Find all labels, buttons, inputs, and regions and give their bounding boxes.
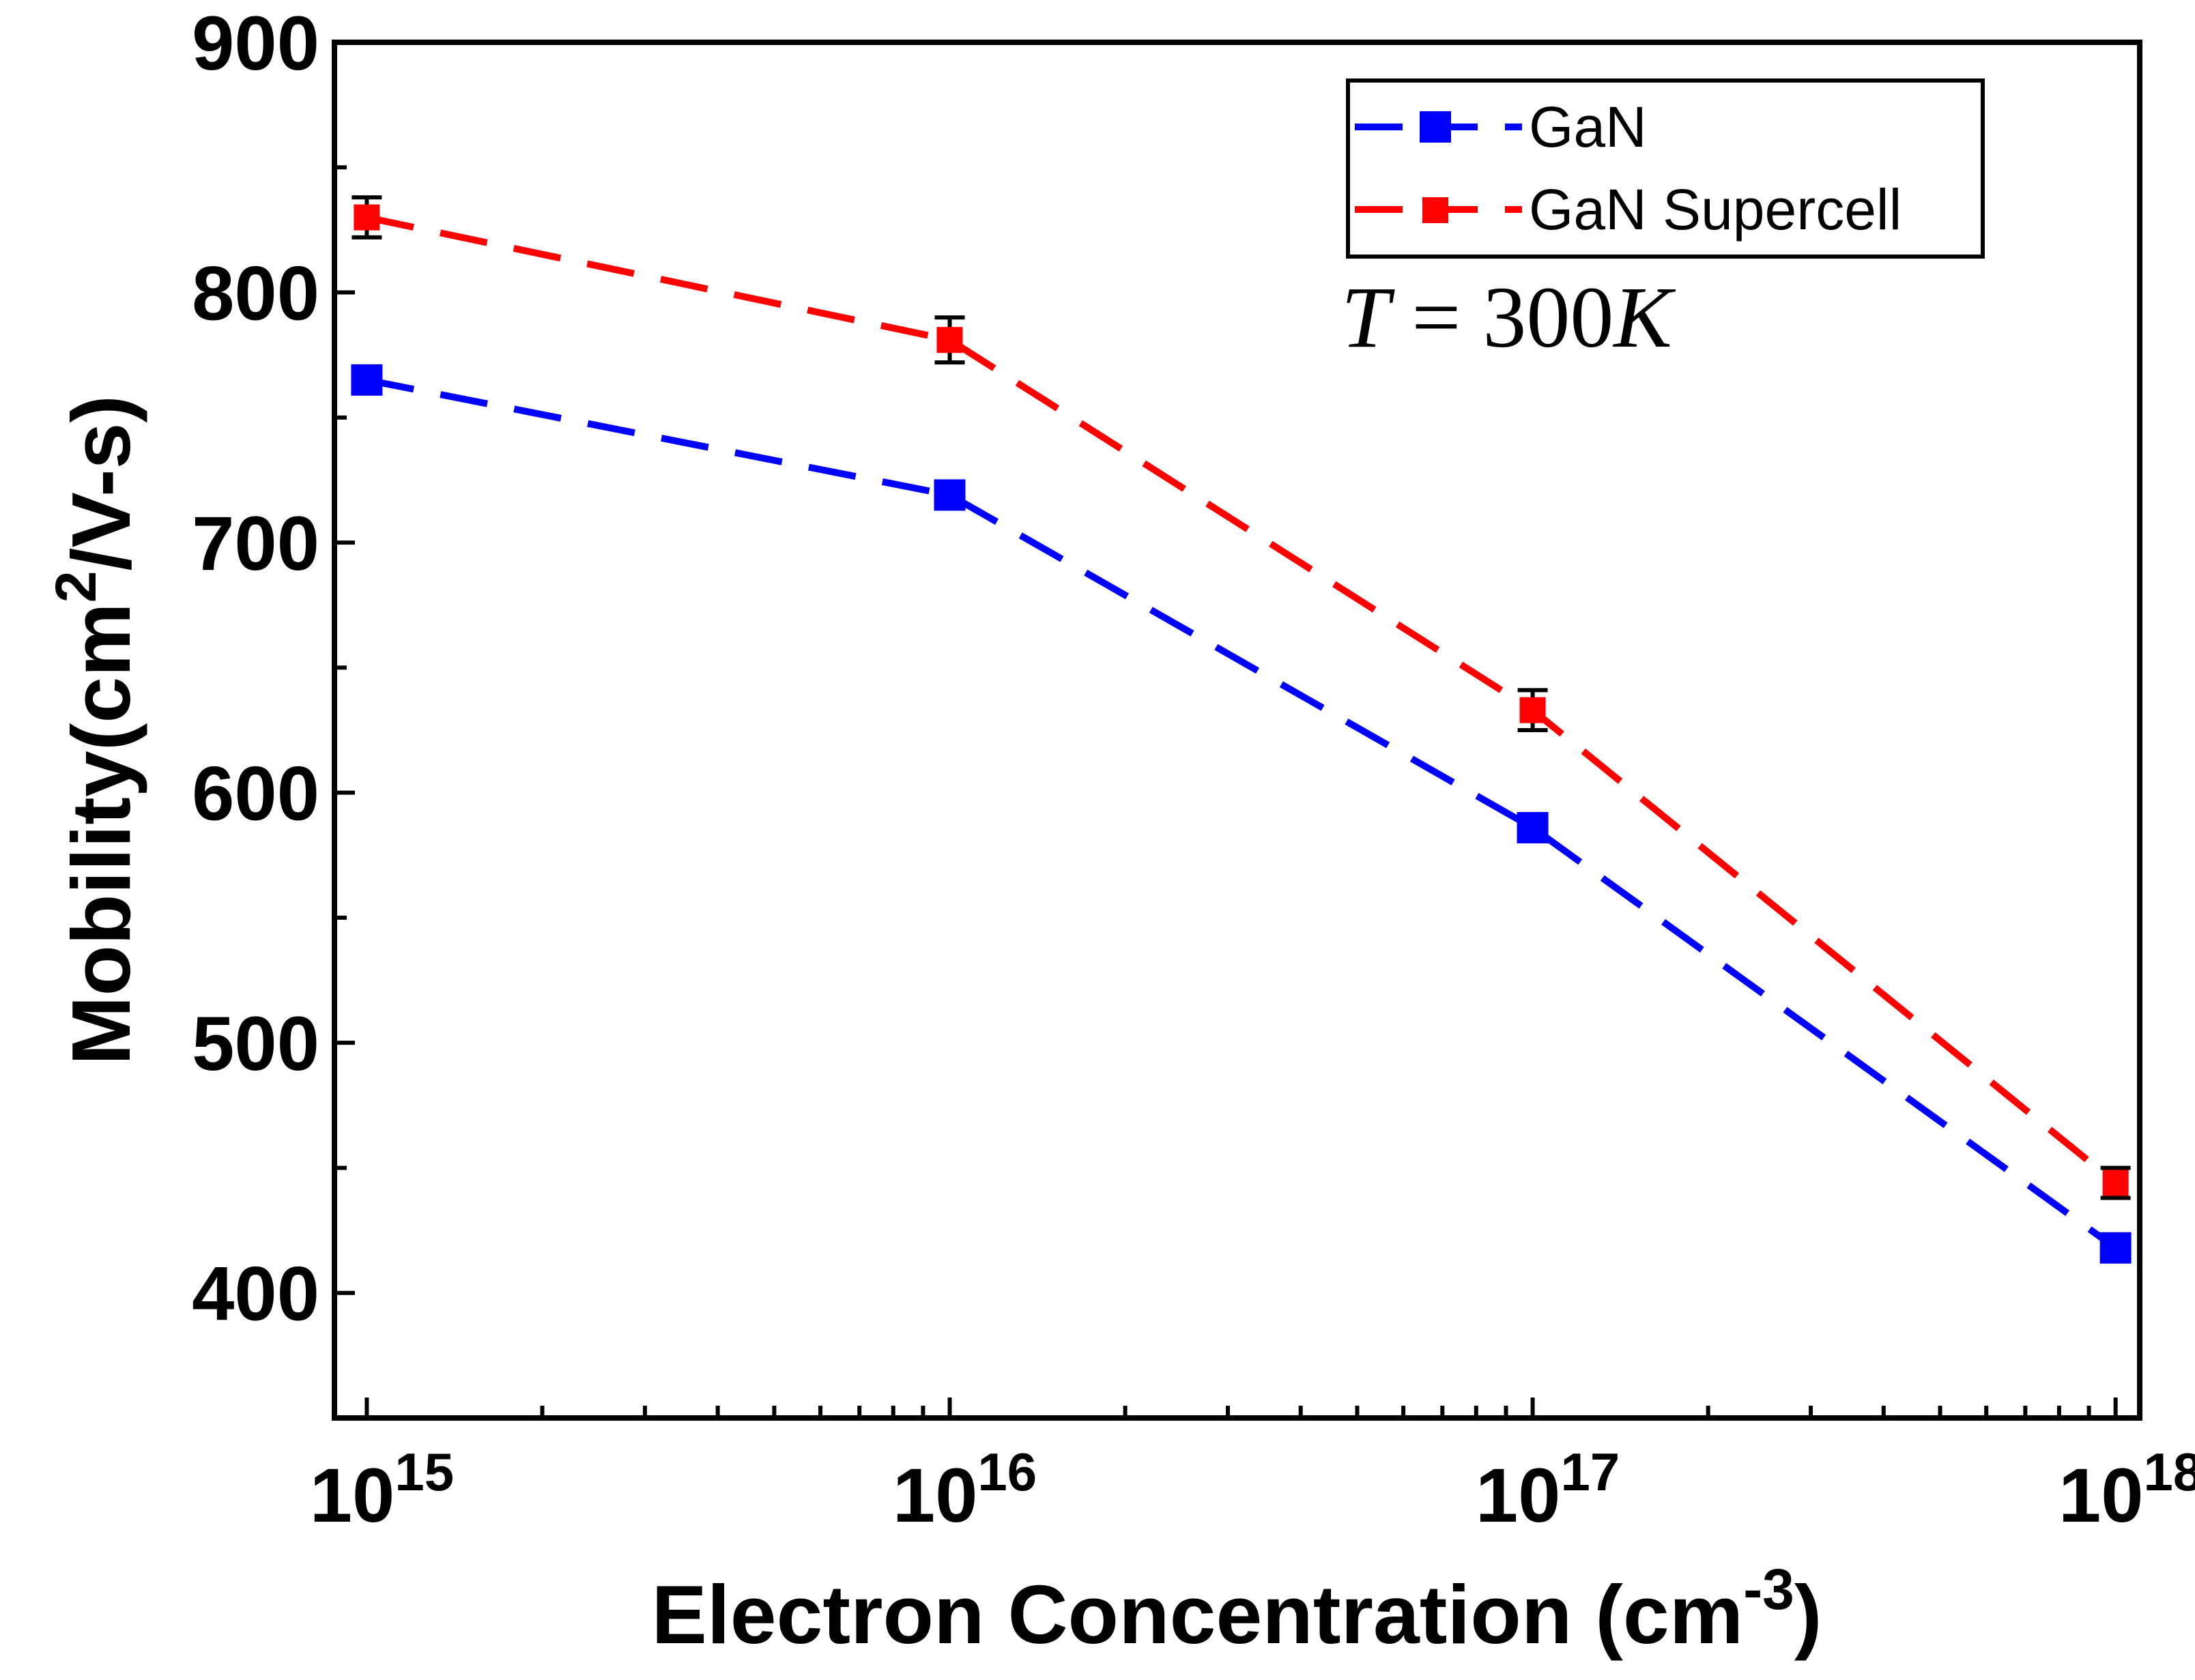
temperature-annotation: T = 300K [1341,269,1676,366]
x-tick-label: 1017 [1476,1442,1620,1538]
y-tick-label: 500 [192,1001,319,1086]
data-point-gan-supercell [936,327,963,353]
x-tick-label: 1016 [893,1442,1037,1538]
data-point-gan-supercell [1519,697,1546,723]
data-point-gan [934,479,966,511]
data-point-gan-supercell [354,204,380,231]
x-tick-label: 1015 [310,1442,454,1538]
y-tick-label: 700 [192,501,319,586]
data-point-gan-supercell [2102,1170,2129,1196]
legend-marker-gan [1420,111,1451,143]
y-axis-title: Mobility(cm2/V-s) [44,395,147,1065]
data-point-gan [351,364,383,396]
legend-label-gan-supercell: GaN Supercell [1529,177,1902,242]
x-axis-ticks [364,1397,2118,1418]
legend-label-gan: GaN [1529,95,1647,159]
legend-entry-gan: GaN [1355,95,1647,159]
y-axis-ticks [334,40,355,1295]
legend-box [1346,78,1985,259]
x-tick-labels: 1015 1016 1017 1018 [310,1442,2195,1538]
legend-marker-gan-supercell [1422,197,1448,223]
data-point-gan [1517,811,1549,843]
series-line-gan-supercell [366,214,2118,1186]
x-axis-title: Electron Concentration (cm-3) [651,1557,1822,1661]
plot-frame [332,40,2142,1421]
legend-entry-gan-supercell: GaN Supercell [1355,177,1902,242]
legend: GaN GaN Supercell [1346,78,1985,259]
series-layer [351,195,2132,1264]
y-tick-label: 900 [192,1,319,86]
y-tick-label: 800 [192,251,319,336]
y-tick-labels: 400 500 600 700 800 900 [192,1,319,1337]
x-tick-label: 1018 [2058,1442,2195,1538]
y-tick-label: 600 [192,751,319,837]
y-tick-label: 400 [192,1251,319,1337]
data-point-gan [2099,1232,2132,1264]
series-line-gan [366,376,2118,1251]
